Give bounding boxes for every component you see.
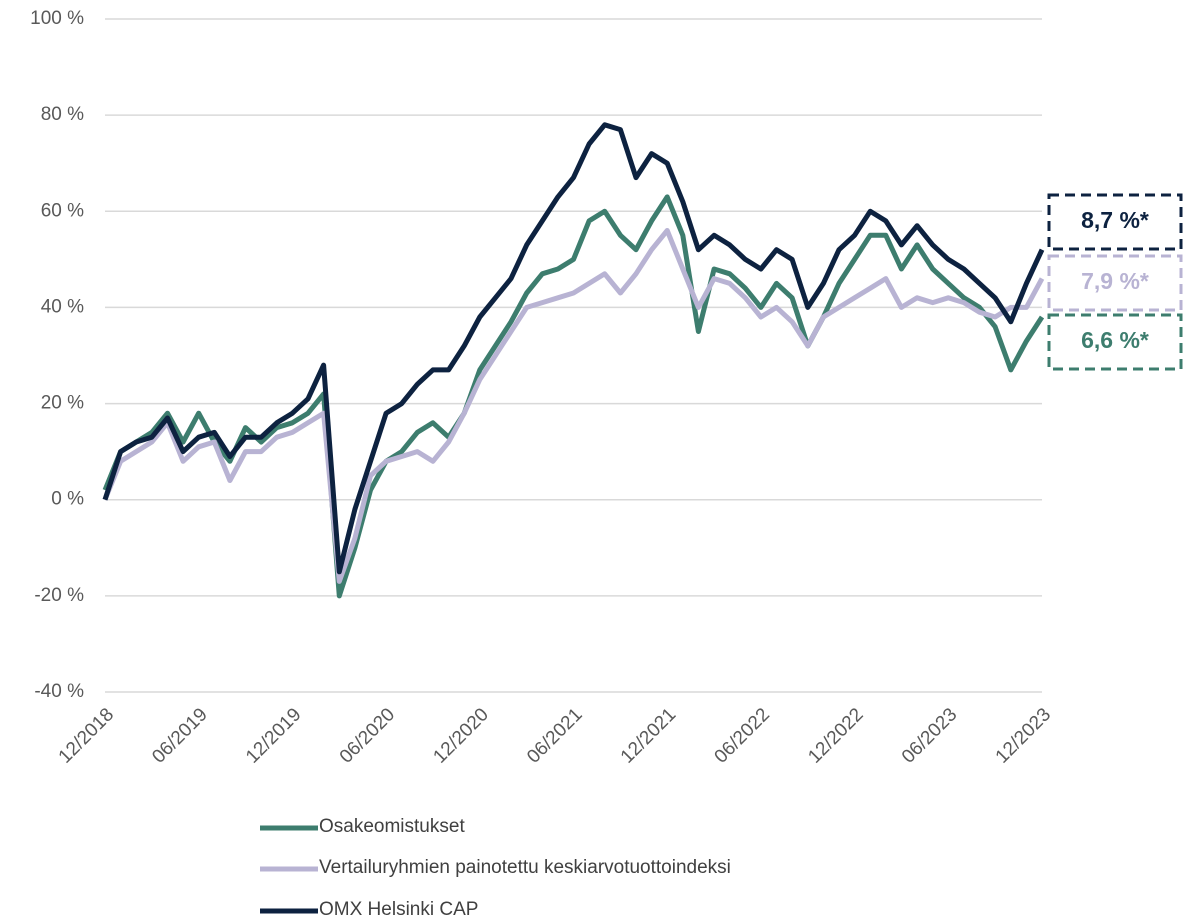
series-line	[102, 122, 1045, 575]
annotation-box	[1047, 254, 1183, 312]
x-tick-label: 06/2023	[898, 704, 961, 767]
x-tick-label: 12/2020	[429, 704, 492, 767]
x-tick-label: 12/2023	[992, 704, 1055, 767]
x-tick-label: 06/2021	[523, 704, 586, 767]
y-tick-label: 20 %	[41, 393, 84, 414]
annotation-box	[1047, 193, 1183, 251]
x-tick-label: 12/2018	[55, 704, 118, 767]
x-tick-label: 12/2022	[804, 704, 867, 767]
y-tick-label: 60 %	[41, 200, 84, 221]
annotation: 8,7 %*	[1081, 207, 1149, 233]
legend-label: Osakeomistukset	[319, 816, 465, 837]
x-tick-label: 12/2019	[242, 704, 305, 767]
legend-label: Vertailuryhmien painotettu keskiarvotuot…	[319, 857, 731, 878]
y-tick-label: 80 %	[41, 104, 84, 125]
x-tick-label: 06/2020	[336, 704, 399, 767]
series-line	[102, 194, 1045, 599]
y-tick-label: 0 %	[51, 489, 84, 510]
legend-label: OMX Helsinki CAP	[319, 899, 478, 920]
annotation: 6,6 %*	[1081, 327, 1149, 353]
y-tick-label: -20 %	[34, 585, 84, 606]
y-tick-label: 40 %	[41, 296, 84, 317]
annotation-box	[1047, 313, 1183, 371]
x-tick-label: 06/2022	[711, 704, 774, 767]
y-tick-label: -40 %	[34, 681, 84, 702]
annotation: 7,9 %*	[1081, 268, 1149, 294]
series-line	[102, 228, 1045, 584]
x-tick-label: 06/2019	[148, 704, 211, 767]
x-tick-label: 12/2021	[617, 704, 680, 767]
y-tick-label: 100 %	[30, 8, 84, 29]
